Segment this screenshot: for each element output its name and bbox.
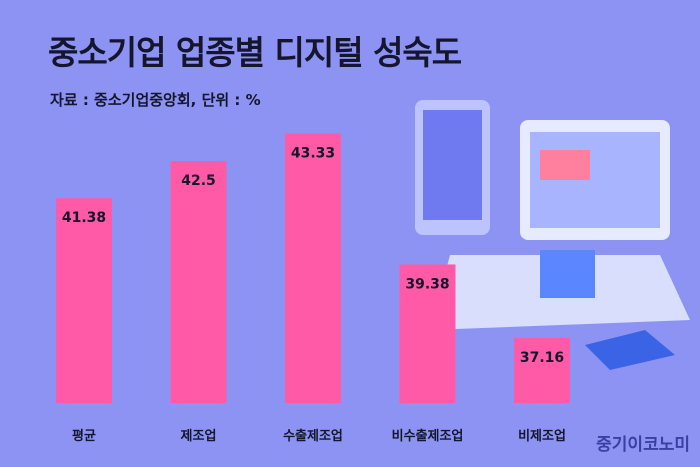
tech-illustration	[415, 100, 690, 370]
value-label-1: 41.38	[62, 210, 106, 226]
value-label-5: 37.16	[520, 350, 564, 366]
monitor-window-illustration	[540, 150, 590, 180]
cube-illustration	[540, 250, 595, 298]
watermark-logo: 중기이코노미	[596, 435, 690, 455]
value-label-3: 43.33	[291, 146, 335, 162]
category-label-1: 평균	[72, 428, 96, 444]
bar-1	[56, 198, 112, 403]
bar-3	[285, 133, 341, 404]
floating-panel-illustration	[585, 330, 675, 370]
category-label-3: 수출제조업	[283, 428, 343, 444]
x-labels-group: 평균 제조업 수출제조업 비수출제조업 비제조업	[72, 428, 566, 444]
bars-group	[56, 133, 570, 404]
chart-title: 중소기업 업종별 디지털 성숙도	[48, 33, 462, 72]
tablet-screen-illustration	[423, 110, 482, 220]
category-label-2: 제조업	[181, 429, 217, 444]
value-labels-group: 41.38 42.5 43.33 39.38 37.16	[62, 146, 564, 366]
bar-4	[399, 264, 456, 403]
category-label-4: 비수출제조업	[392, 428, 464, 444]
value-label-4: 39.38	[405, 276, 449, 292]
bar-5	[514, 338, 570, 403]
chart-subtitle: 자료 : 중소기업중앙회, 단위 : %	[50, 91, 261, 109]
bar-2	[170, 161, 227, 403]
value-label-2: 42.5	[181, 173, 216, 189]
category-label-5: 비제조업	[518, 429, 566, 444]
